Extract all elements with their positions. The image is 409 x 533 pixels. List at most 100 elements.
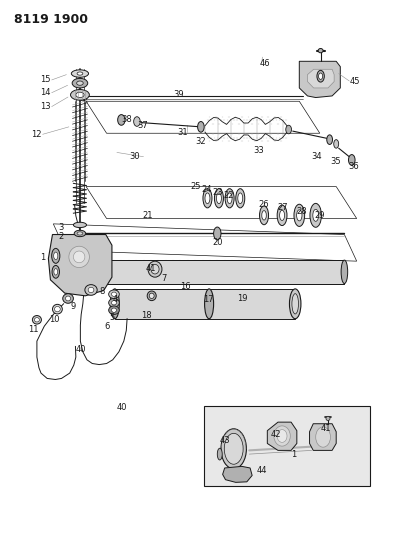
Ellipse shape — [108, 298, 119, 307]
Ellipse shape — [151, 264, 159, 274]
Text: 30: 30 — [129, 152, 139, 161]
Ellipse shape — [296, 210, 301, 221]
Ellipse shape — [217, 448, 222, 460]
Ellipse shape — [65, 296, 70, 301]
Polygon shape — [267, 422, 296, 450]
Ellipse shape — [237, 193, 242, 204]
Ellipse shape — [32, 316, 41, 324]
Text: 24: 24 — [201, 185, 211, 194]
Ellipse shape — [34, 318, 39, 322]
Text: 8119 1900: 8119 1900 — [14, 13, 88, 26]
Ellipse shape — [285, 125, 291, 134]
Ellipse shape — [309, 204, 321, 227]
Text: 18: 18 — [141, 311, 152, 320]
Text: 46: 46 — [258, 60, 269, 68]
Text: 3: 3 — [58, 223, 63, 231]
Ellipse shape — [312, 209, 318, 221]
Text: 19: 19 — [236, 294, 247, 303]
Text: 14: 14 — [40, 88, 50, 97]
Text: 7: 7 — [161, 274, 166, 283]
Ellipse shape — [111, 308, 116, 312]
Text: 45: 45 — [348, 77, 359, 85]
Ellipse shape — [95, 260, 101, 284]
Ellipse shape — [111, 301, 116, 305]
Ellipse shape — [326, 135, 332, 144]
Text: 11: 11 — [28, 325, 39, 334]
Ellipse shape — [261, 211, 266, 220]
Text: 22: 22 — [223, 191, 234, 200]
Text: 32: 32 — [195, 137, 206, 146]
Ellipse shape — [54, 252, 58, 260]
Text: 44: 44 — [256, 466, 266, 474]
Bar — [98, 260, 344, 284]
Ellipse shape — [220, 429, 246, 469]
Ellipse shape — [74, 230, 85, 237]
Text: 41: 41 — [320, 424, 331, 433]
Ellipse shape — [71, 70, 88, 77]
Text: 15: 15 — [40, 76, 50, 84]
Ellipse shape — [325, 416, 329, 421]
Ellipse shape — [340, 260, 347, 284]
Ellipse shape — [148, 261, 162, 277]
Text: 35: 35 — [329, 157, 340, 166]
Ellipse shape — [52, 265, 59, 278]
Text: 41: 41 — [145, 264, 156, 273]
Ellipse shape — [197, 122, 204, 132]
Ellipse shape — [63, 294, 73, 303]
Ellipse shape — [88, 287, 94, 293]
Text: 43: 43 — [219, 436, 229, 445]
Ellipse shape — [224, 433, 243, 464]
Polygon shape — [48, 235, 112, 296]
Text: 20: 20 — [211, 238, 222, 247]
Ellipse shape — [147, 291, 156, 301]
Ellipse shape — [52, 304, 62, 314]
Text: 42: 42 — [270, 430, 280, 439]
Ellipse shape — [73, 222, 86, 228]
Ellipse shape — [204, 193, 209, 204]
Text: 2: 2 — [58, 232, 63, 241]
Ellipse shape — [293, 204, 304, 227]
Text: 31: 31 — [177, 128, 187, 136]
Ellipse shape — [213, 227, 220, 240]
Text: 1: 1 — [290, 450, 295, 458]
Ellipse shape — [259, 206, 268, 225]
Text: 16: 16 — [180, 282, 191, 291]
Text: 27: 27 — [277, 204, 288, 212]
Text: 10: 10 — [49, 316, 59, 324]
Polygon shape — [299, 61, 339, 98]
Ellipse shape — [108, 306, 119, 314]
Ellipse shape — [348, 155, 354, 165]
Ellipse shape — [214, 189, 223, 208]
Ellipse shape — [276, 205, 286, 225]
Text: 6: 6 — [103, 322, 109, 330]
Bar — [115, 289, 294, 319]
Bar — [204, 406, 369, 486]
Text: 13: 13 — [40, 102, 50, 111]
Ellipse shape — [73, 251, 85, 263]
Ellipse shape — [225, 189, 234, 208]
Ellipse shape — [289, 289, 300, 319]
Text: 21: 21 — [142, 211, 153, 220]
Ellipse shape — [54, 306, 60, 312]
Ellipse shape — [77, 232, 83, 235]
Text: 38: 38 — [121, 115, 132, 124]
Ellipse shape — [133, 117, 140, 126]
Ellipse shape — [318, 73, 322, 79]
Ellipse shape — [77, 72, 83, 75]
Ellipse shape — [291, 294, 298, 314]
Ellipse shape — [110, 289, 119, 319]
Text: 37: 37 — [137, 122, 148, 130]
Ellipse shape — [76, 81, 83, 85]
Ellipse shape — [79, 93, 87, 101]
Polygon shape — [222, 466, 252, 482]
Text: 17: 17 — [202, 295, 213, 304]
Ellipse shape — [216, 193, 221, 204]
Ellipse shape — [149, 293, 154, 298]
Text: 23: 23 — [212, 189, 223, 197]
Text: 26: 26 — [257, 200, 268, 208]
Text: 33: 33 — [252, 146, 263, 155]
Text: 29: 29 — [314, 211, 324, 220]
Text: 9: 9 — [70, 302, 75, 311]
Ellipse shape — [70, 90, 89, 100]
Polygon shape — [307, 69, 333, 88]
